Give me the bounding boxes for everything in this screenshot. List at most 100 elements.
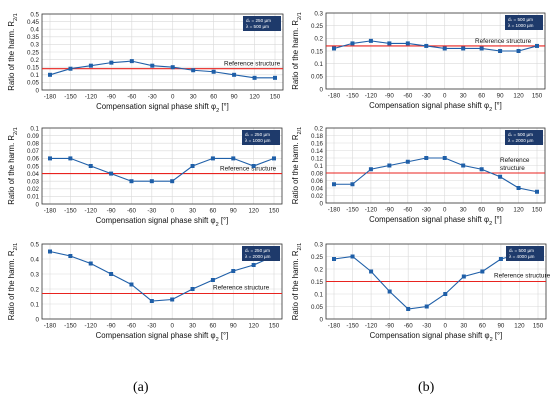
x-tick-label: 60 [209,208,216,215]
x-axis-label: Compensation signal phase shift φ2 [°] [369,215,502,227]
y-tick-label: 0.25 [27,49,40,56]
x-tick-label: -180 [44,323,57,330]
y-axis-label: Ratio of the harm. R2/1 [7,127,19,205]
y-tick-label: 0.1 [30,125,39,132]
legend-text: dₛ = 250 µm [245,132,270,137]
legend-box [506,246,544,261]
x-tick-label: 60 [209,323,216,330]
x-tick-label: -150 [64,208,77,215]
series-point [424,304,429,309]
y-tick-label: 0.2 [30,57,39,64]
series-point [272,156,276,161]
x-tick-label: 0 [443,207,447,214]
x-tick-label: -120 [85,94,98,101]
series-point [149,299,154,303]
x-tick-label: -60 [127,208,137,215]
series-line [334,157,538,193]
legend-text: λ = 1000 µm [245,138,271,143]
y-tick-label: 0.03 [27,179,40,186]
series-point [251,263,256,267]
y-tick-label: 0.02 [27,186,40,193]
y-tick-label: 0.05 [311,74,324,81]
x-tick-label: 60 [210,94,217,101]
chart-panel-b-top: 0 0.05 0.1 0.15 0.2 0.25 0.3 -180 -150 -120 -90 -60… [291,10,546,113]
series-point [461,163,466,168]
series-point [273,75,277,80]
y-axis-label: Ratio of the harm. R2/1 [291,243,303,321]
x-tick-label: -60 [403,93,413,100]
series-point [498,257,503,261]
series-point [332,46,336,51]
legend-text: dₛ = 500 µm [508,17,533,22]
y-tick-label: 0 [36,87,40,94]
series-point [405,159,410,164]
x-tick-label: 30 [460,323,467,330]
x-tick-label: -30 [422,323,432,330]
x-tick-label: 0 [170,208,174,215]
plot-frame [325,127,546,204]
x-tick-label: 120 [513,207,524,214]
series-point [68,254,73,258]
x-tick-label: 90 [231,94,238,101]
x-tick-label: -180 [328,207,341,214]
x-tick-label: -30 [147,323,157,330]
x-tick-label: -60 [127,94,137,101]
y-tick-label: 0.05 [311,304,324,311]
reference-label: Reference structure [213,285,270,292]
series-point [535,43,539,48]
series-point [129,179,134,184]
x-tick-label: 0 [170,323,174,330]
series-point [443,292,448,296]
legend-text: dₛ = 500 µm [509,248,534,253]
series-point [88,164,93,168]
y-tick-label: 0.14 [311,148,324,155]
series-point [461,46,466,51]
x-tick-label: -30 [422,207,432,214]
x-tick-label: -90 [107,94,117,101]
series-point [350,41,355,46]
series-point [479,46,484,51]
series-line [49,60,275,79]
y-tick-label: 0.1 [314,291,323,298]
y-tick-label: 0.4 [30,256,39,263]
series-point [231,269,236,273]
series-point [88,261,93,266]
legend-box [243,16,281,31]
series-point [368,38,373,43]
x-tick-label: -150 [64,94,77,101]
series-point [211,69,216,74]
x-tick-label: 150 [533,323,544,330]
series-point [68,156,73,161]
series-point [442,156,447,160]
series-point [350,182,355,187]
x-tick-label: 120 [248,323,259,330]
y-axis-label: Ratio of the harm. R2/1 [7,13,19,91]
y-tick-label: 0.04 [311,185,324,192]
y-tick-label: 0.4 [30,27,39,34]
y-tick-label: 0.25 [311,23,324,30]
x-tick-label: -60 [404,323,414,330]
y-tick-label: 0.3 [314,241,323,248]
legend-box [505,15,543,30]
y-tick-label: 0.5 [30,11,39,18]
series-point [387,41,392,46]
x-tick-label: 0 [444,323,448,330]
y-tick-label: 0.08 [27,141,40,148]
x-tick-label: 150 [270,94,281,101]
series-point [479,167,484,172]
y-tick-label: 0.1 [30,301,39,308]
y-tick-label: 0.18 [311,133,324,140]
series-point [350,254,355,259]
series-point [129,59,134,64]
chart-panel-a-mid: 00.010.020.030.040.050.060.070.080.090.1… [7,125,283,228]
x-tick-label: -180 [44,94,57,101]
x-tick-label: 0 [443,93,447,100]
y-tick-label: 0.09 [27,133,40,140]
x-tick-label: 120 [248,208,259,215]
x-tick-label: 120 [514,323,525,330]
x-tick-label: 30 [460,93,467,100]
x-tick-label: -30 [422,93,432,100]
x-tick-label: -90 [385,207,395,214]
chart-panel-b-mid: 00.020.040.060.080.10.120.140.160.180.2-… [291,125,546,227]
